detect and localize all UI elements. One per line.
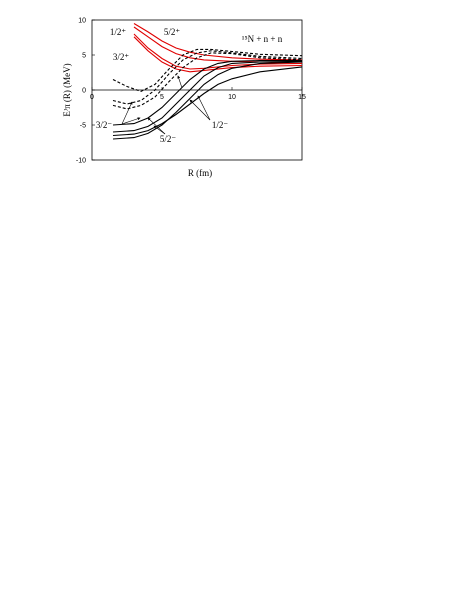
pointer-arrows xyxy=(121,75,211,135)
y-tick-label: 5 xyxy=(82,53,86,60)
annotation: 3/2⁺ xyxy=(113,52,130,62)
y-tick-label: -5 xyxy=(80,123,86,130)
x-tick-label: 15 xyxy=(298,94,306,101)
annotation: 1/2⁻ xyxy=(212,120,229,130)
curve xyxy=(112,52,303,110)
arrow xyxy=(177,75,183,89)
curve xyxy=(112,66,303,137)
x-axis-title: R (fm) xyxy=(188,168,212,178)
arrow xyxy=(121,117,141,125)
x-tick-label: 0 xyxy=(90,94,94,101)
annotation: 1/2⁺ xyxy=(110,27,127,37)
curve xyxy=(112,60,303,133)
y-axis-title: Eᴶπ (R) (MeV) xyxy=(62,63,72,116)
curve xyxy=(112,48,303,92)
arrow xyxy=(189,99,211,121)
curve xyxy=(133,26,302,63)
curve xyxy=(133,23,303,61)
x-tick-label: 5 xyxy=(160,94,164,101)
y-tick-label: 0 xyxy=(82,88,86,95)
curve xyxy=(112,50,303,105)
annotation: 5/2⁻ xyxy=(160,134,177,144)
annotation: 5/2⁺ xyxy=(164,27,181,37)
annotation: ¹⁵N + n + n xyxy=(242,34,283,44)
curve xyxy=(112,61,303,140)
arrow xyxy=(197,95,211,121)
arrow xyxy=(121,101,133,125)
x-tick-label: 10 xyxy=(228,94,236,101)
annotation: 3/2⁻ xyxy=(96,120,113,130)
y-tick-label: 10 xyxy=(78,18,86,25)
curve xyxy=(133,36,303,73)
curve xyxy=(112,60,302,126)
arrow xyxy=(153,125,166,135)
y-tick-label: -10 xyxy=(76,158,86,165)
